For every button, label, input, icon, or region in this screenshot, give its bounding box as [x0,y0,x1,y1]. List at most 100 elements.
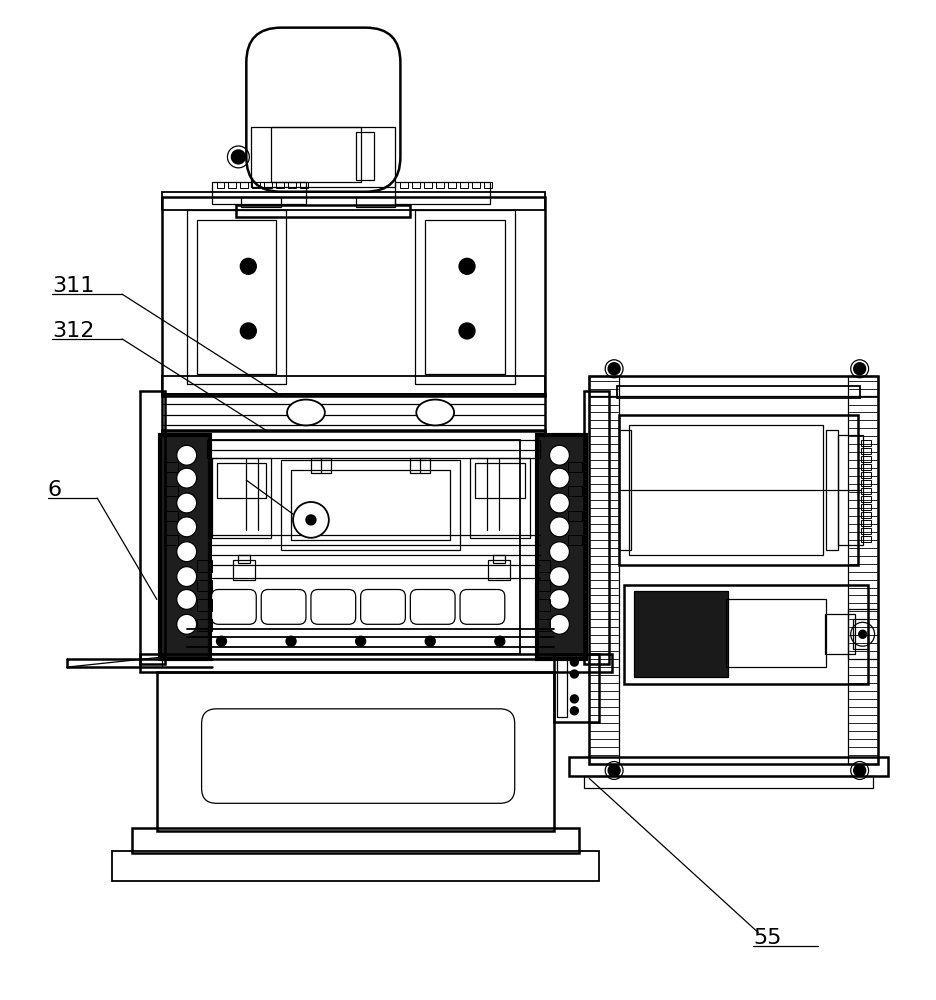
Bar [132,828,578,853]
Bar [233,560,255,580]
Circle shape [177,517,197,537]
Bar [617,386,858,398]
Bar [197,220,276,374]
Text: 311: 311 [52,276,95,296]
Bar [470,458,529,538]
Circle shape [216,636,227,646]
FancyBboxPatch shape [410,589,455,624]
Bar [395,182,490,204]
Bar [197,560,212,572]
Bar [281,460,460,550]
Bar [412,182,420,188]
Bar [860,520,870,526]
Bar [164,511,178,521]
Bar [160,435,210,659]
FancyBboxPatch shape [246,28,400,192]
Bar [584,391,608,664]
Bar [634,591,727,677]
FancyBboxPatch shape [201,709,514,803]
Bar [824,614,854,654]
Bar [424,182,431,188]
FancyBboxPatch shape [311,589,356,624]
Circle shape [231,150,245,164]
Bar [156,672,554,831]
Circle shape [548,445,569,465]
FancyBboxPatch shape [360,589,405,624]
Bar [356,197,395,207]
Bar [554,654,599,722]
Bar [860,536,870,542]
Bar [197,599,212,611]
Circle shape [177,542,197,562]
Bar [162,192,544,210]
Bar [291,470,449,540]
Bar [568,486,581,496]
Bar [623,585,867,684]
Bar [536,435,586,659]
Bar [271,127,360,182]
Bar [241,197,281,207]
Bar [534,580,548,591]
Bar [264,182,271,188]
Bar [162,197,544,396]
Bar [356,132,373,180]
Bar [847,609,877,659]
Circle shape [177,445,197,465]
Bar [860,440,870,446]
Bar [589,376,877,396]
Bar [400,182,408,188]
Bar [534,599,548,611]
Bar [212,182,306,204]
Bar [568,511,581,521]
Bar [860,456,870,462]
Circle shape [548,493,569,513]
Circle shape [570,658,578,666]
Circle shape [177,493,197,513]
Bar [860,504,870,510]
Bar [112,851,599,881]
Bar [860,488,870,494]
Circle shape [293,502,329,538]
Bar [311,458,330,473]
Circle shape [570,670,578,678]
Circle shape [548,517,569,537]
Bar [557,659,567,717]
Bar [186,440,519,654]
Bar [162,376,544,394]
Bar [488,560,509,580]
FancyBboxPatch shape [261,589,306,624]
Bar [483,182,491,188]
Bar [162,394,544,431]
Bar [619,415,856,565]
Bar [228,182,236,188]
Circle shape [241,323,256,339]
Bar [584,776,871,788]
Bar [164,462,178,472]
Circle shape [177,614,197,634]
Bar [628,425,822,555]
Bar [534,560,548,572]
Bar [241,182,248,188]
Circle shape [548,589,569,609]
Circle shape [607,765,620,776]
Bar [252,182,260,188]
Circle shape [285,636,296,646]
Bar [847,376,877,764]
Bar [186,210,285,384]
Bar [212,458,271,538]
Bar [251,127,395,187]
Text: 55: 55 [753,928,781,948]
Circle shape [306,515,315,525]
Bar [236,205,410,217]
Bar [415,210,514,384]
Bar [860,528,870,534]
Bar [825,430,837,550]
Bar [447,182,456,188]
Bar [619,430,630,550]
FancyBboxPatch shape [212,589,256,624]
Bar [860,512,870,518]
Bar [425,220,505,374]
Circle shape [177,468,197,488]
Bar [276,182,284,188]
Bar [436,182,444,188]
